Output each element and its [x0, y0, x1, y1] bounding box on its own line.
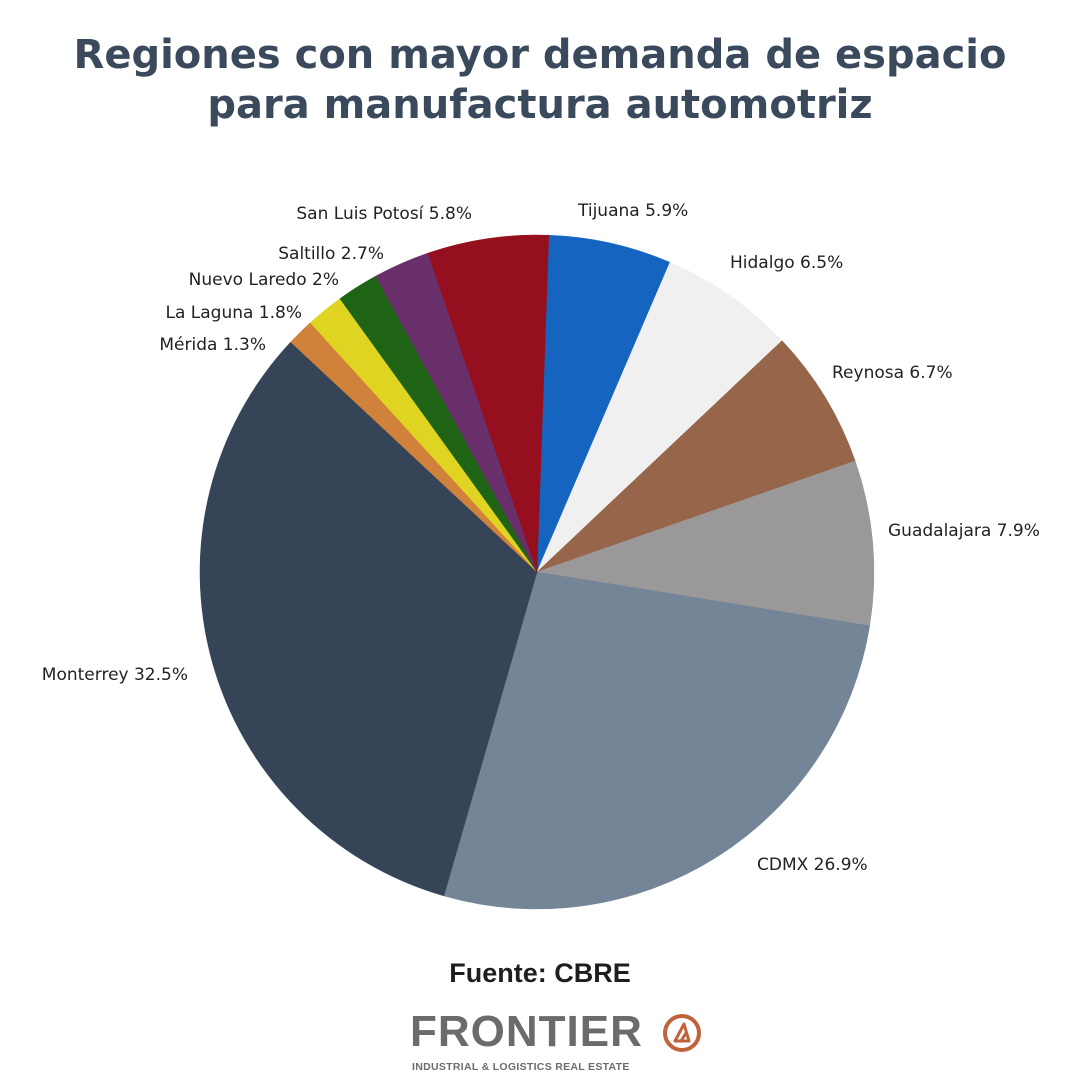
slice-label-reynosa: Reynosa 6.7% [832, 363, 953, 383]
triangle-logo-icon [663, 1014, 701, 1052]
chart-title-line-1: Regiones con mayor demanda de espacio [73, 32, 1007, 78]
pie-slice-monterrey [199, 341, 538, 897]
slice-label-nuevo-laredo: Nuevo Laredo 2% [189, 270, 339, 290]
pie-slices [199, 234, 875, 910]
pie-slice-san-luis-potos- [427, 234, 550, 573]
pie-slice-tijuana [536, 234, 671, 573]
frontier-logo: FRONTIER INDUSTRIAL & LOGISTICS REAL EST… [410, 1007, 710, 1073]
slice-label-la-laguna: La Laguna 1.8% [165, 303, 302, 323]
source-note: Fuente: CBRE [449, 958, 631, 988]
pie-labels: Tijuana 5.9% Hidalgo 6.5% Reynosa 6.7% Guad… [42, 201, 1040, 875]
pie-slice-hidalgo [536, 262, 783, 573]
slice-label-guadalajara: Guadalajara 7.9% [888, 521, 1040, 541]
slice-label-cdmx: CDMX 26.9% [757, 855, 868, 875]
slice-label-hidalgo: Hidalgo 6.5% [730, 253, 843, 273]
slice-label-monterrey: Monterrey 32.5% [42, 665, 188, 685]
slice-label-tijuana: Tijuana 5.9% [577, 201, 688, 221]
chart-title-line-2: para manufactura automotriz [207, 82, 873, 128]
slice-label-m-rida: Mérida 1.3% [159, 335, 266, 355]
pie-slice-reynosa [536, 340, 856, 573]
pie-slice-guadalajara [536, 460, 875, 627]
logo-tagline: INDUSTRIAL & LOGISTICS REAL ESTATE [412, 1061, 630, 1073]
pie-slice-cdmx [443, 571, 870, 910]
logo-wordmark: FRONTIER [410, 1007, 643, 1056]
slice-label-san-luis-potos-: San Luis Potosí 5.8% [296, 204, 472, 224]
slice-label-saltillo: Saltillo 2.7% [278, 244, 384, 264]
